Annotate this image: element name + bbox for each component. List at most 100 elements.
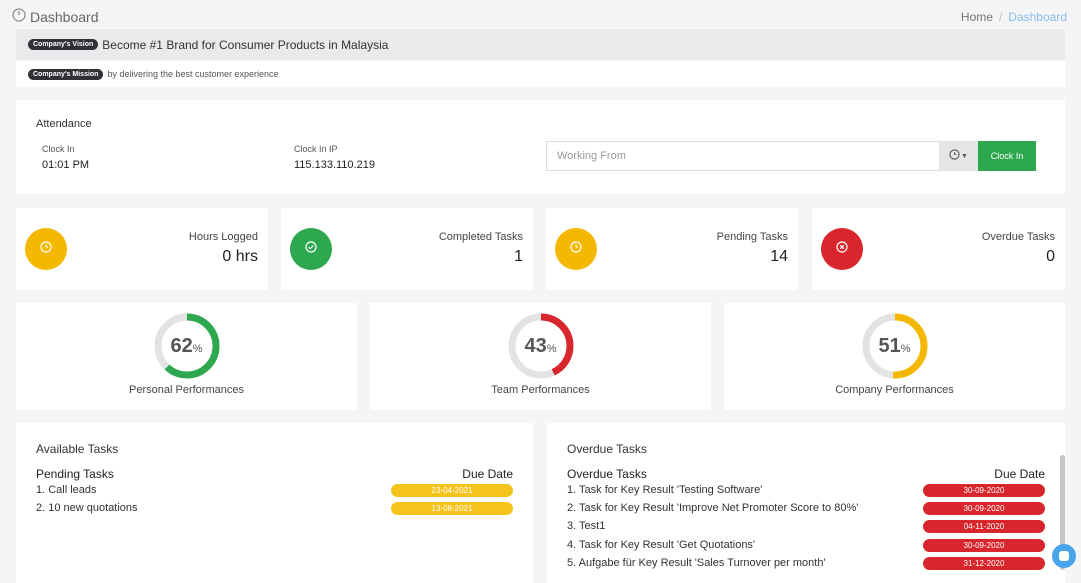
task-name: 1. Call leads: [36, 484, 97, 496]
clock-icon: [40, 240, 52, 258]
gauge-readout: 62%: [152, 311, 222, 381]
company-performance-card: 51% Company Performances: [724, 303, 1065, 410]
task-row[interactable]: 5. Aufgabe für Key Result 'Sales Turnove…: [567, 554, 1045, 572]
task-row[interactable]: 2. Task for Key Result 'Improve Net Prom…: [567, 499, 1045, 517]
dashboard-gauge-icon: [12, 8, 26, 25]
working-from-group: ▼ Clock In: [546, 141, 1036, 171]
task-row[interactable]: 1. Call leads 23-04-2021: [36, 481, 513, 499]
vision-badge: Company's Vision: [28, 39, 99, 50]
due-date-badge: 30-09-2020: [923, 538, 1045, 552]
clock-in-ip-label: Clock In IP: [294, 144, 338, 154]
stat-label: Hours Logged: [188, 231, 258, 243]
gauge-arc: [862, 313, 927, 379]
column-header-task: Pending Tasks: [36, 467, 114, 481]
gauge-readout: 43%: [506, 311, 576, 381]
task-row[interactable]: 3. Test1 04-11-2020: [567, 517, 1045, 535]
performance-gauge: [154, 313, 219, 379]
clock-in-button[interactable]: Clock In: [978, 141, 1036, 171]
gauge-value: 62: [170, 334, 193, 357]
available-tasks-card: Available Tasks Pending Tasks Due Date 1…: [16, 423, 533, 583]
chat-widget-button[interactable]: [1052, 544, 1076, 568]
x-circle-icon: [836, 240, 848, 258]
company-vision-bar: Company's Vision Become #1 Brand for Con…: [16, 29, 1065, 60]
gauge-unit: %: [546, 343, 557, 355]
task-row[interactable]: 1. Task for Key Result 'Testing Software…: [567, 481, 1045, 499]
top-bar: Dashboard Home / Dashboard: [0, 0, 1081, 30]
performance-gauge: [862, 313, 927, 379]
due-date-badge: 04-11-2020: [923, 519, 1045, 533]
mission-text: by delivering the best customer experien…: [107, 69, 279, 79]
stat-label: Completed Tasks: [438, 231, 523, 243]
chat-icon: [1059, 551, 1069, 561]
gauge-readout: 51%: [860, 311, 930, 381]
stat-icon-circle: [290, 228, 332, 270]
working-from-input[interactable]: [546, 141, 939, 171]
page-title-text: Dashboard: [30, 8, 99, 25]
clock-in-time: 01:01 PM: [42, 159, 90, 171]
tasks-table-header: Overdue Tasks Due Date: [567, 467, 1045, 481]
completed-tasks-card: Completed Tasks 1: [281, 208, 533, 290]
stat-value: 14: [770, 248, 788, 265]
gauge-arc: [508, 313, 573, 379]
task-name: 4. Task for Key Result 'Get Quotations': [567, 539, 756, 551]
task-name: 2. Task for Key Result 'Improve Net Prom…: [567, 502, 859, 514]
clock-icon: [949, 149, 960, 163]
stat-value: 0: [1046, 248, 1055, 265]
gauge-unit: %: [192, 343, 203, 355]
clock-in-ip-value: 115.133.110.219: [294, 159, 375, 171]
breadcrumb-home-link[interactable]: Home: [960, 10, 993, 24]
task-name: 1. Task for Key Result 'Testing Software…: [567, 484, 763, 496]
page-title: Dashboard: [12, 8, 99, 25]
personal-performance-card: 62% Personal Performances: [16, 303, 357, 410]
attendance-title: Attendance: [36, 118, 92, 130]
team-performance-card: 43% Team Performances: [370, 303, 711, 410]
mission-badge: Company's Mission: [28, 68, 104, 80]
task-name: 2. 10 new quotations: [36, 502, 138, 514]
clock-in-label: Clock In: [42, 144, 75, 154]
stat-value: 0 hrs: [222, 248, 258, 265]
stat-value: 1: [514, 248, 523, 265]
stat-label: Pending Tasks: [716, 231, 788, 243]
overdue-tasks-card: Overdue Tasks 0: [812, 208, 1065, 290]
stat-icon-circle: [555, 228, 597, 270]
attendance-card: Attendance Clock In 01:01 PM Clock In IP…: [16, 100, 1065, 194]
due-date-badge: 30-09-2020: [923, 483, 1045, 497]
available-tasks-title: Available Tasks: [36, 442, 119, 456]
performance-label: Team Performances: [491, 384, 590, 396]
caret-down-icon: ▼: [961, 152, 968, 160]
overdue-tasks-title: Overdue Tasks: [567, 442, 647, 456]
check-circle-icon: [305, 240, 317, 258]
gauge-unit: %: [900, 343, 911, 355]
clock-icon: [570, 240, 582, 258]
performance-label: Personal Performances: [129, 384, 244, 396]
time-dropdown-button[interactable]: ▼: [939, 141, 978, 171]
due-date-badge: 23-04-2021: [391, 483, 513, 497]
due-date-badge: 30-09-2020: [923, 501, 1045, 515]
overdue-tasks-list-card: Overdue Tasks Overdue Tasks Due Date 1. …: [547, 423, 1065, 583]
gauge-arc: [154, 313, 219, 379]
task-name: 5. Aufgabe für Key Result 'Sales Turnove…: [567, 557, 826, 569]
page-scrollbar[interactable]: [1060, 455, 1065, 570]
pending-tasks-card: Pending Tasks 14: [546, 208, 798, 290]
breadcrumb: Home / Dashboard: [961, 10, 1067, 24]
due-date-badge: 31-12-2020: [923, 556, 1045, 570]
gauge-value: 51: [878, 334, 901, 357]
stat-icon-circle: [25, 228, 67, 270]
task-row[interactable]: 2. 10 new quotations 13-08-2021: [36, 499, 513, 517]
column-header-due-date: Due Date: [994, 467, 1045, 481]
column-header-due-date: Due Date: [462, 467, 513, 481]
vision-text: Become #1 Brand for Consumer Products in…: [102, 37, 389, 52]
performance-gauge: [508, 313, 573, 379]
company-mission-bar: Company's Mission by delivering the best…: [16, 61, 1065, 87]
stat-icon-circle: [821, 228, 863, 270]
task-row[interactable]: 4. Task for Key Result 'Get Quotations' …: [567, 536, 1045, 554]
due-date-badge: 13-08-2021: [391, 501, 513, 515]
tasks-table-header: Pending Tasks Due Date: [36, 467, 513, 481]
column-header-task: Overdue Tasks: [567, 467, 647, 481]
breadcrumb-current: Dashboard: [1008, 10, 1067, 24]
breadcrumb-separator: /: [998, 10, 1003, 24]
hours-logged-card: Hours Logged 0 hrs: [16, 208, 268, 290]
task-name: 3. Test1: [567, 520, 606, 532]
stat-label: Overdue Tasks: [981, 231, 1055, 243]
gauge-value: 43: [524, 334, 547, 357]
